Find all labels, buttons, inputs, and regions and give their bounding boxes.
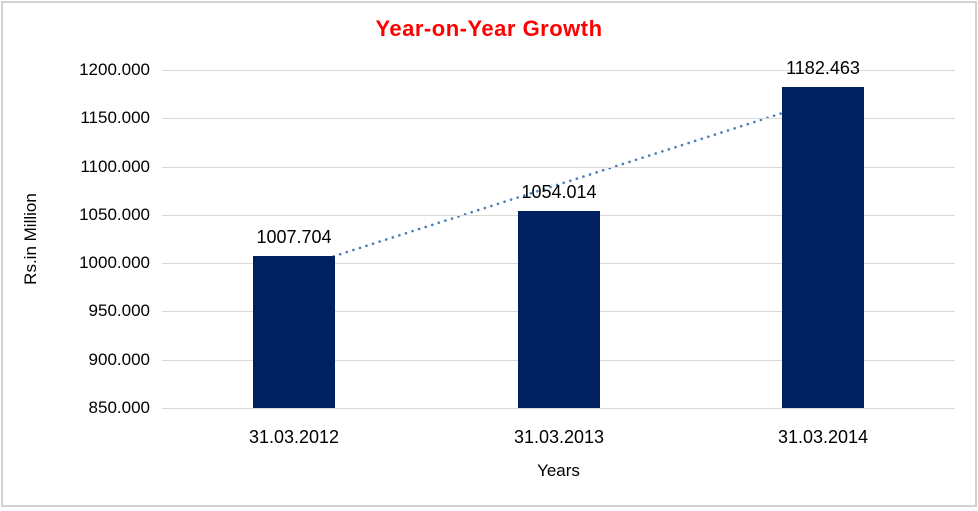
y-tick-label: 1000.000: [79, 253, 150, 272]
y-tick-label: 1050.000: [79, 205, 150, 224]
data-label: 1007.704: [256, 227, 332, 247]
y-tick-label: 1150.000: [80, 108, 150, 127]
data-label: 1054.014: [521, 182, 597, 202]
chart-title: Year-on-Year Growth: [375, 16, 603, 41]
gridline: [162, 118, 955, 119]
x-tick-label: 31.03.2013: [513, 427, 605, 447]
y-tick-label: 900.000: [88, 350, 150, 369]
y-tick-label: 1100.000: [80, 157, 150, 176]
data-label: 1182.463: [786, 58, 860, 78]
y-tick-label: 850.000: [88, 398, 150, 417]
gridline: [162, 408, 955, 409]
bar: [518, 211, 600, 408]
x-tick-label: 31.03.2014: [777, 427, 869, 447]
x-tick-label: 31.03.2012: [248, 427, 340, 447]
y-tick-label: 1200.000: [79, 60, 150, 79]
gridline: [162, 167, 955, 168]
bar: [782, 87, 864, 408]
bar: [253, 256, 335, 408]
y-tick-label: 950.000: [88, 301, 150, 320]
gridline: [162, 70, 955, 71]
x-axis-title: Years: [537, 461, 580, 480]
